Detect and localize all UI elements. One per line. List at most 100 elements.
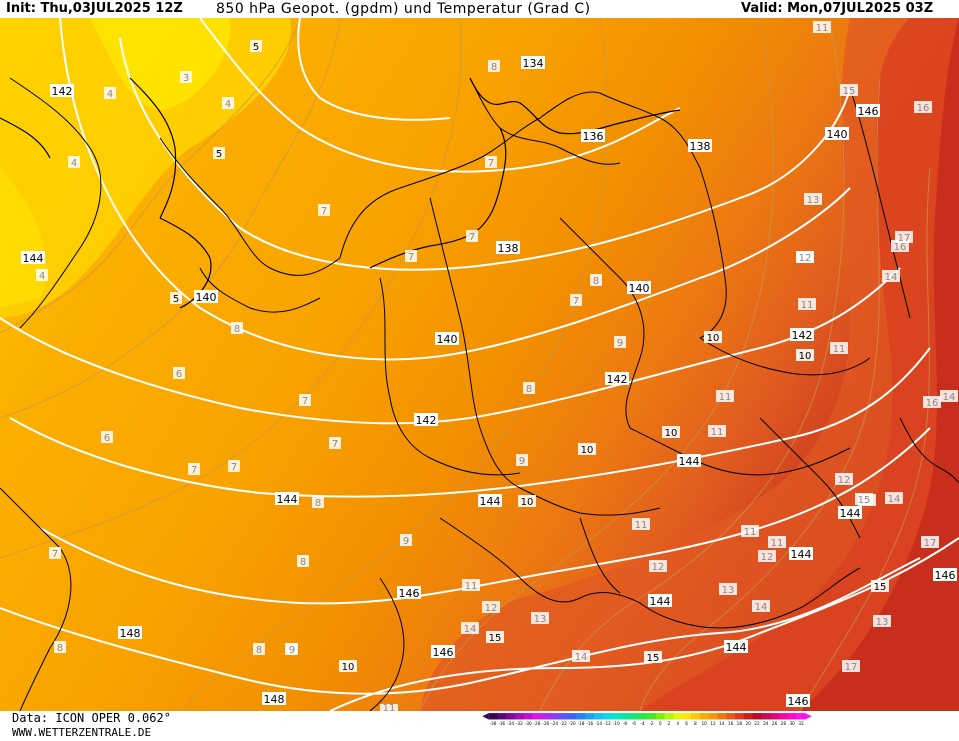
temp-label-text: 15 (843, 86, 856, 97)
temp-label-text: 7 (332, 439, 338, 450)
geo-label-text: 140 (196, 291, 217, 304)
geo-label: 144 (724, 640, 748, 654)
temp-label-text: 13 (876, 617, 889, 628)
temp-label-text: 12 (838, 475, 851, 486)
temp-label: 15 (644, 651, 662, 664)
temp-label-text: 7 (469, 232, 475, 243)
temp-label: 16 (914, 101, 932, 114)
temp-label-text: 11 (816, 23, 829, 34)
geo-label-text: 142 (52, 85, 73, 98)
geo-label: 144 (275, 492, 299, 506)
temp-label: 7 (299, 394, 311, 407)
temp-label-text: 10 (707, 333, 720, 344)
colorbar-swatch (655, 713, 665, 720)
colorbar-tick-label: -28 (534, 721, 541, 727)
temp-label-text: 17 (924, 538, 937, 549)
temp-label-text: 3 (183, 73, 189, 84)
header-bar: Init: Thu,03JUL2025 12Z 850 hPa Geopot. … (0, 0, 959, 18)
temp-label: 11 (741, 525, 759, 538)
colorbar-tick-label: 30 (789, 721, 795, 727)
hot-zone-southeast (420, 18, 959, 711)
colorbar-swatch (796, 713, 806, 720)
temp-label-text: 4 (225, 99, 231, 110)
temp-label: 15 (840, 84, 858, 97)
geo-label-text: 144 (277, 493, 298, 506)
temp-label-text: 12 (761, 552, 774, 563)
colorbar-tick-label: -38 (490, 721, 497, 727)
colorbar-tick-label: 6 (685, 721, 688, 727)
temp-label-text: 12 (799, 253, 812, 264)
temp-label: 12 (649, 560, 667, 573)
geo-label-text: 134 (523, 57, 544, 70)
temp-label-text: 14 (885, 272, 898, 283)
geo-label: 142 (790, 328, 814, 342)
temp-label-text: 4 (107, 89, 113, 100)
temp-label: 14 (461, 622, 479, 635)
hot-zone-edge (800, 18, 959, 711)
temp-label: 11 (813, 21, 831, 34)
geo-label-text: 140 (629, 282, 650, 295)
temp-label-text: 11 (465, 581, 478, 592)
temp-label-text: 17 (898, 233, 911, 244)
temp-label: 13 (873, 615, 891, 628)
colorbar-tick-label: 4 (676, 721, 679, 727)
temp-label-text: 6 (176, 369, 182, 380)
geo-label: 142 (605, 372, 629, 386)
geo-label-text: 144 (23, 252, 44, 265)
temp-label: 7 (570, 294, 582, 307)
geo-label: 146 (431, 645, 455, 659)
colorbar-tick-label: -36 (498, 721, 505, 727)
temp-label-text: 9 (617, 338, 623, 349)
temp-label-text: 10 (665, 428, 678, 439)
temp-label: 4 (222, 97, 234, 110)
colorbar-swatch (523, 713, 533, 720)
colorbar-tick-label: -22 (560, 721, 567, 727)
colorbar-swatch (629, 713, 639, 720)
temp-label: 8 (54, 641, 66, 654)
temp-label-text: 8 (234, 324, 240, 335)
valid-time-label: Valid: Mon,07JUL2025 03Z (741, 1, 934, 16)
geo-label-text: 138 (690, 140, 711, 153)
colorbar-tick-label: 14 (719, 721, 725, 727)
temp-label-text: 11 (711, 427, 724, 438)
colorbar-tick-label: 22 (754, 721, 760, 727)
weather-map: 142 144 140 134 136 138 138 140 140 140 … (0, 18, 959, 711)
temp-label-text: 8 (256, 645, 262, 656)
temp-label: 7 (405, 250, 417, 263)
temp-label-text: 13 (722, 585, 735, 596)
country-borders (0, 77, 959, 711)
temp-label-text: 11 (833, 344, 846, 355)
colorbar-swatch (515, 713, 525, 720)
temp-label-text: 7 (52, 549, 58, 560)
temp-label-text: 9 (519, 456, 525, 467)
warm-zone-west (0, 168, 47, 308)
geo-label: 144 (478, 494, 502, 508)
colorbar-tick-label: 10 (701, 721, 707, 727)
temp-label: 8 (590, 274, 602, 287)
temp-label: 12 (482, 601, 500, 614)
colorbar-tick-label: 8 (694, 721, 697, 727)
colorbar-swatch (770, 713, 780, 720)
colorbar-tick-label: 32 (798, 721, 804, 727)
temp-label: 7 (485, 156, 497, 169)
temp-label: 4 (68, 156, 80, 169)
temp-label-text: 5 (216, 149, 222, 160)
temp-label-text: 15 (874, 582, 887, 593)
temp-label: 10 (518, 495, 536, 508)
geo-label-text: 146 (935, 569, 956, 582)
temp-label-text: 4 (71, 158, 77, 169)
geo-label: 148 (118, 626, 142, 640)
temp-label-text: 14 (575, 652, 588, 663)
colorbar-tick-label: 16 (728, 721, 734, 727)
temp-label-text: 16 (917, 103, 930, 114)
colorbar-swatch (567, 713, 577, 720)
temp-label-text: 5 (173, 294, 179, 305)
colorbar-swatch (541, 713, 551, 720)
temp-label-text: 11 (744, 527, 757, 538)
geo-label-text: 148 (264, 693, 285, 706)
temp-label: 10 (662, 426, 680, 439)
geo-label: 144 (21, 251, 45, 265)
colorbar-swatch (603, 713, 613, 720)
temp-label: 14 (752, 600, 770, 613)
temp-label-text: 16 (894, 242, 907, 253)
